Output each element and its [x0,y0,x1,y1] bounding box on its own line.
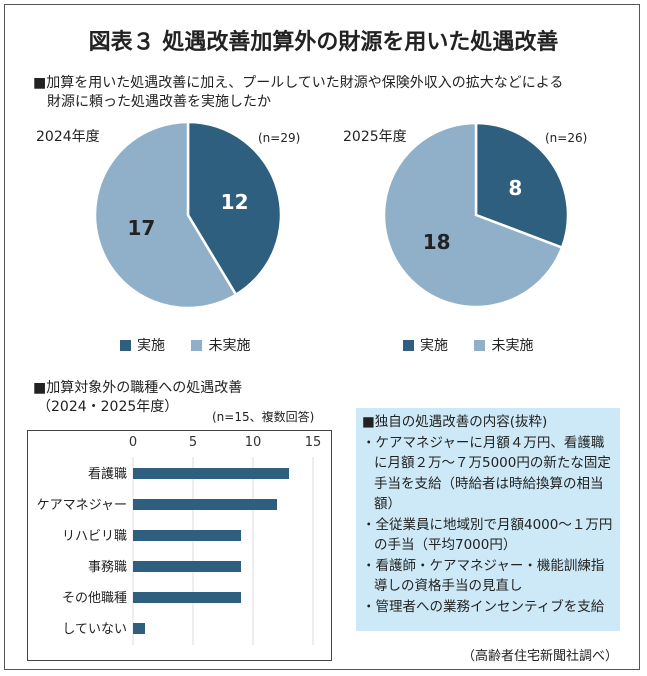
box-title: ■独自の処遇改善の内容(抜粋) [362,414,548,430]
pie-slice-implemented [474,121,570,250]
legend-swatch-not-implemented [474,340,486,351]
legend-swatch-implemented [403,340,414,351]
x-tick-label: 10 [245,435,262,450]
frame [4,4,640,670]
pie1-legend: 実施 未実施 [120,335,250,355]
box-item: ・全従業員に地域別で月額4000～１万円の手当（平均7000円） [362,516,613,554]
pie1-note: (n=29) [258,131,301,145]
bar [133,468,289,479]
legend-swatch-not-implemented [191,340,203,351]
custom-improvements-box: ■独自の処遇改善の内容(抜粋) ・ケアマネジャーに月額４万円、看護職に月額２万～… [356,408,620,631]
bar-note: (n=15、複数回答) [212,410,315,424]
pie-data-label: 18 [423,230,451,254]
pie2-title: 2025年度 [343,129,407,145]
legend-label-implemented: 実施 [137,338,165,354]
y-category-label: 看護職 [88,466,127,482]
bar [133,592,241,603]
question-line1: ■加算を用いた処遇改善に加え、プールしていた財源や保険外収入の拡大などによる [33,75,564,91]
legend-label-not-implemented: 未実施 [491,338,534,354]
x-tick-label: 15 [305,435,322,450]
pie2-note: (n=26) [545,131,588,145]
pie-slice-not-implemented [93,120,238,310]
x-tick-label: 0 [129,435,137,450]
box-item: ・看護師・ケアマネジャー・機能訓練指導しの資格手当の見直し [362,557,605,595]
source-note: （高齢者住宅新聞社調べ） [462,649,619,664]
legend-label-implemented: 実施 [420,338,448,354]
pie-charts: 12 17 8 18 [93,120,570,310]
pie-data-label: 17 [127,216,155,240]
bar [133,623,145,634]
question-line2: 財源に頼った処遇改善を実施したか [47,94,271,110]
bar-subtitle: （2024・2025年度） [37,399,179,415]
box-item: ・ケアマネジャーに月額４万円、看護職に月額２万～７万5000円の新たな固定手当を… [362,434,611,513]
y-category-label: リハビリ職 [62,529,127,544]
y-category-label: その他職種 [62,590,127,606]
x-tick-label: 5 [189,435,197,450]
bar [133,561,241,572]
pie1-title: 2024年度 [36,129,100,145]
bar [133,530,241,541]
bar-title: ■加算対象外の職種への処遇改善 [33,380,243,396]
bar [133,499,277,510]
pie-data-label: 12 [221,190,249,214]
box-item: ・管理者への業務インセンティブを支給 [362,598,605,615]
bar-chart-frame [27,430,332,661]
legend-swatch-implemented [120,340,131,351]
legend-label-not-implemented: 未実施 [208,338,251,354]
y-category-label: していない [62,622,127,637]
pie2-legend: 実施 未実施 [403,335,533,355]
y-category-label: 事務職 [88,560,127,575]
pie-data-label: 8 [508,176,522,200]
figure-title: 図表３ 処遇改善加算外の財源を用いた処遇改善 [88,30,559,55]
pie-slice-not-implemented [382,121,564,309]
y-category-label: ケアマネジャー [37,498,127,513]
